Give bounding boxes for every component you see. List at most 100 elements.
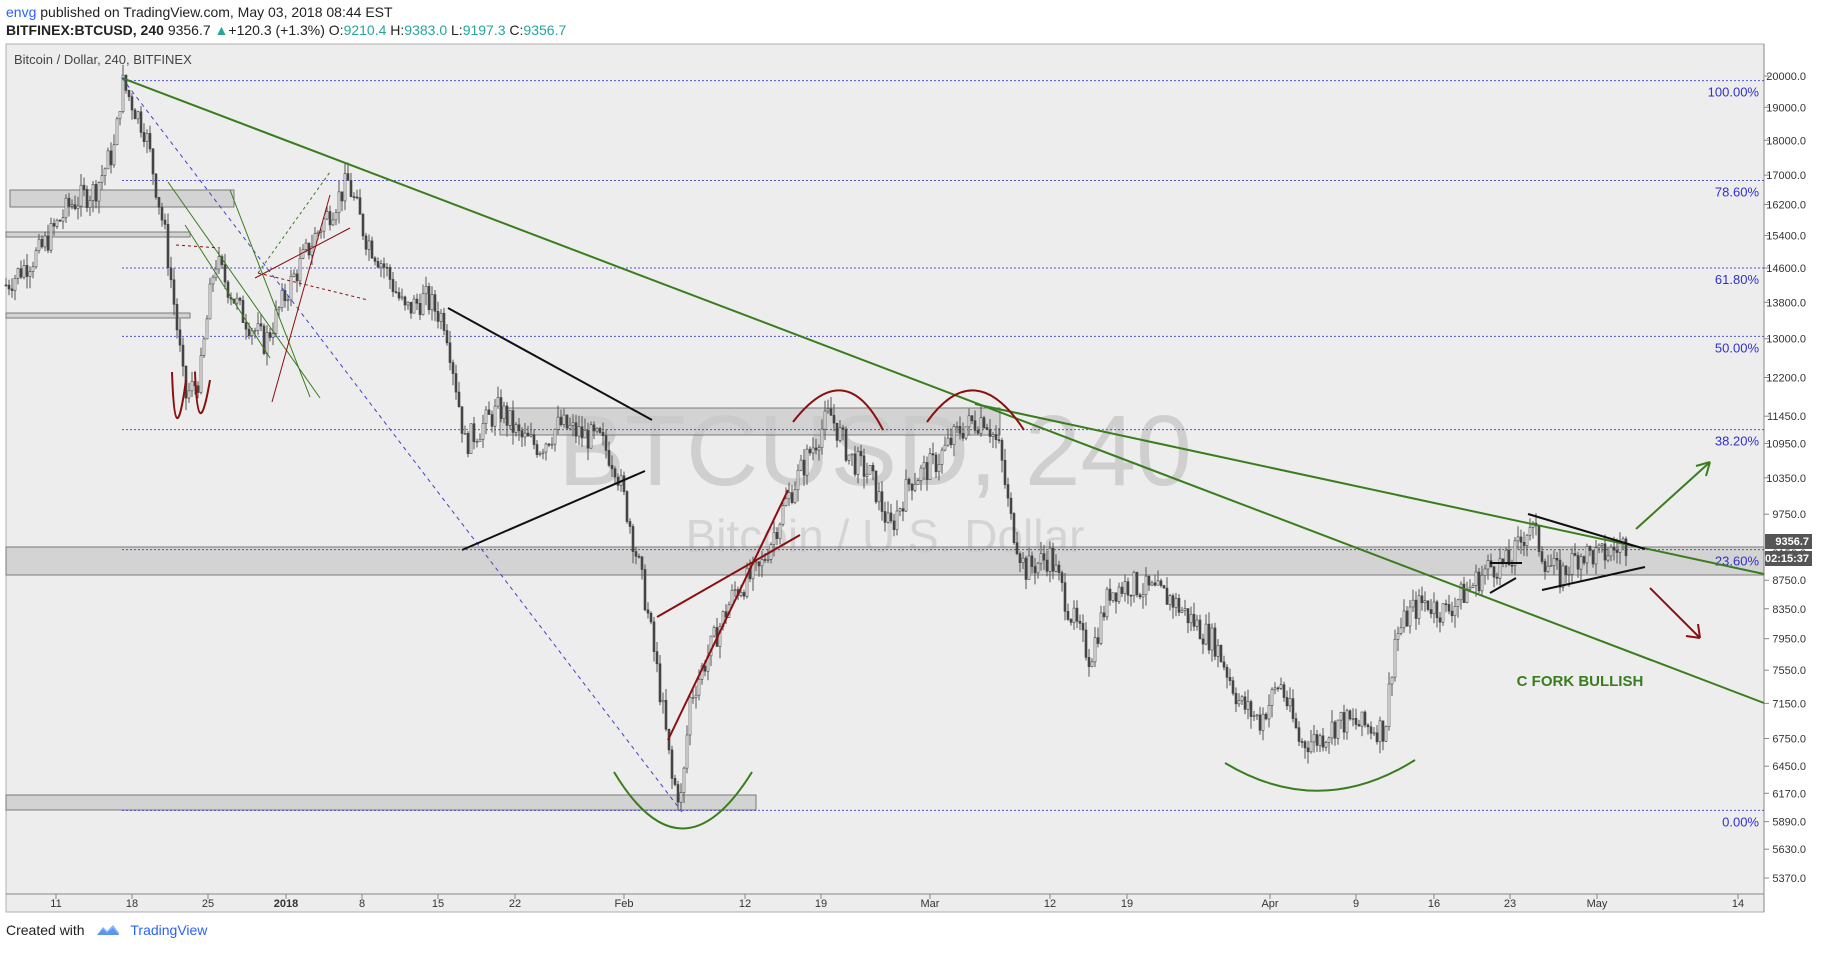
candle-body xyxy=(1315,734,1319,746)
candle-body xyxy=(685,734,689,769)
candle-body xyxy=(1129,594,1133,597)
candle-body xyxy=(634,551,638,557)
candle-body xyxy=(592,424,596,432)
candle-body xyxy=(1285,697,1289,707)
candle-body xyxy=(1408,606,1412,627)
candle-body xyxy=(301,249,305,259)
time-tick-label: Mar xyxy=(921,898,940,910)
candle-body xyxy=(337,191,341,214)
candle-body xyxy=(556,416,560,430)
candle-body xyxy=(1057,564,1061,573)
candle-body xyxy=(82,184,86,190)
candle-body xyxy=(1171,595,1175,608)
candle-body xyxy=(445,330,449,344)
candle-body xyxy=(913,483,917,491)
candle-body xyxy=(190,381,194,392)
rising-wedge-upper xyxy=(667,489,789,741)
candle-body xyxy=(1549,565,1553,567)
flag-line xyxy=(1489,577,1517,594)
author-link[interactable]: envg xyxy=(6,4,37,20)
time-tick-label: 8 xyxy=(359,898,365,910)
candle-body xyxy=(730,590,734,606)
candle-body xyxy=(94,184,98,202)
candle-body xyxy=(610,465,614,470)
candle-body xyxy=(1423,600,1427,604)
candle-body xyxy=(460,406,464,434)
candle-body xyxy=(325,211,329,220)
candle-body xyxy=(568,425,572,429)
candle-body xyxy=(883,511,887,523)
candle-body xyxy=(1501,558,1505,563)
candle-body xyxy=(1483,568,1487,576)
candle-body xyxy=(787,492,791,500)
candle-body xyxy=(223,264,227,283)
candle-body xyxy=(514,424,518,433)
candle-body xyxy=(1156,580,1160,586)
price-tick-label: 16200.0 xyxy=(1766,200,1806,212)
candle-body xyxy=(808,448,812,454)
candle-body xyxy=(1252,715,1256,717)
support-resistance-zone xyxy=(5,794,757,811)
candle-body xyxy=(1399,627,1403,634)
candle-body xyxy=(1114,592,1118,602)
candle-body xyxy=(463,433,467,435)
candle-body xyxy=(34,250,38,268)
cup-bottom-arc xyxy=(613,771,753,830)
candle-body xyxy=(1078,620,1082,624)
candle-body xyxy=(355,196,359,199)
candle-body xyxy=(1498,558,1502,579)
candle-body xyxy=(664,699,668,730)
candle-body xyxy=(541,451,545,454)
candle-body xyxy=(877,491,881,503)
candle-body xyxy=(43,235,47,248)
candle-body xyxy=(1063,582,1067,612)
tradingview-link[interactable]: TradingView xyxy=(130,922,208,938)
candle-body xyxy=(1180,610,1184,613)
candle-body xyxy=(277,307,281,310)
price-tick-label: 5890.0 xyxy=(1772,817,1806,829)
candle-body xyxy=(61,217,65,222)
candle-body xyxy=(1453,606,1457,617)
candle-body xyxy=(1420,595,1424,604)
candle-body xyxy=(1015,542,1019,555)
candle-body xyxy=(742,592,746,597)
candle-body xyxy=(1072,607,1076,623)
price-tick-label: 18000.0 xyxy=(1766,135,1806,147)
candle-body xyxy=(1597,544,1601,548)
last-price: 9356.7 xyxy=(167,22,211,38)
candle-body xyxy=(907,478,911,485)
candle-body xyxy=(658,663,662,703)
candle-body xyxy=(949,437,953,446)
candle-body xyxy=(1009,497,1013,514)
candle-body xyxy=(1522,541,1526,546)
candle-body xyxy=(1306,747,1310,753)
candle-body xyxy=(1159,580,1163,586)
candle-body xyxy=(118,111,122,120)
candle-body xyxy=(1036,562,1040,574)
candle-body xyxy=(886,512,890,523)
price-tick-label: 6750.0 xyxy=(1772,734,1806,746)
candle-body xyxy=(661,699,665,703)
candle-body xyxy=(1237,700,1241,705)
candle-body xyxy=(1138,594,1142,598)
candle-body xyxy=(331,219,335,226)
candle-body xyxy=(559,416,563,425)
candle-body xyxy=(1246,701,1250,710)
candle-body xyxy=(784,498,788,506)
fib-level-label: 78.60% xyxy=(1715,185,1760,200)
candle-body xyxy=(1537,525,1541,552)
candle-body xyxy=(691,696,695,699)
candle-body xyxy=(682,767,686,793)
candle-body xyxy=(1291,698,1295,720)
candle-body xyxy=(7,284,11,290)
candle-body xyxy=(1168,595,1172,605)
support-resistance-zone xyxy=(499,407,1001,436)
candle-body xyxy=(628,521,632,527)
candle-body xyxy=(217,256,221,270)
candle-body xyxy=(478,439,482,442)
candle-body xyxy=(175,304,179,331)
candle-body xyxy=(142,132,146,142)
candle-body xyxy=(1222,661,1226,668)
